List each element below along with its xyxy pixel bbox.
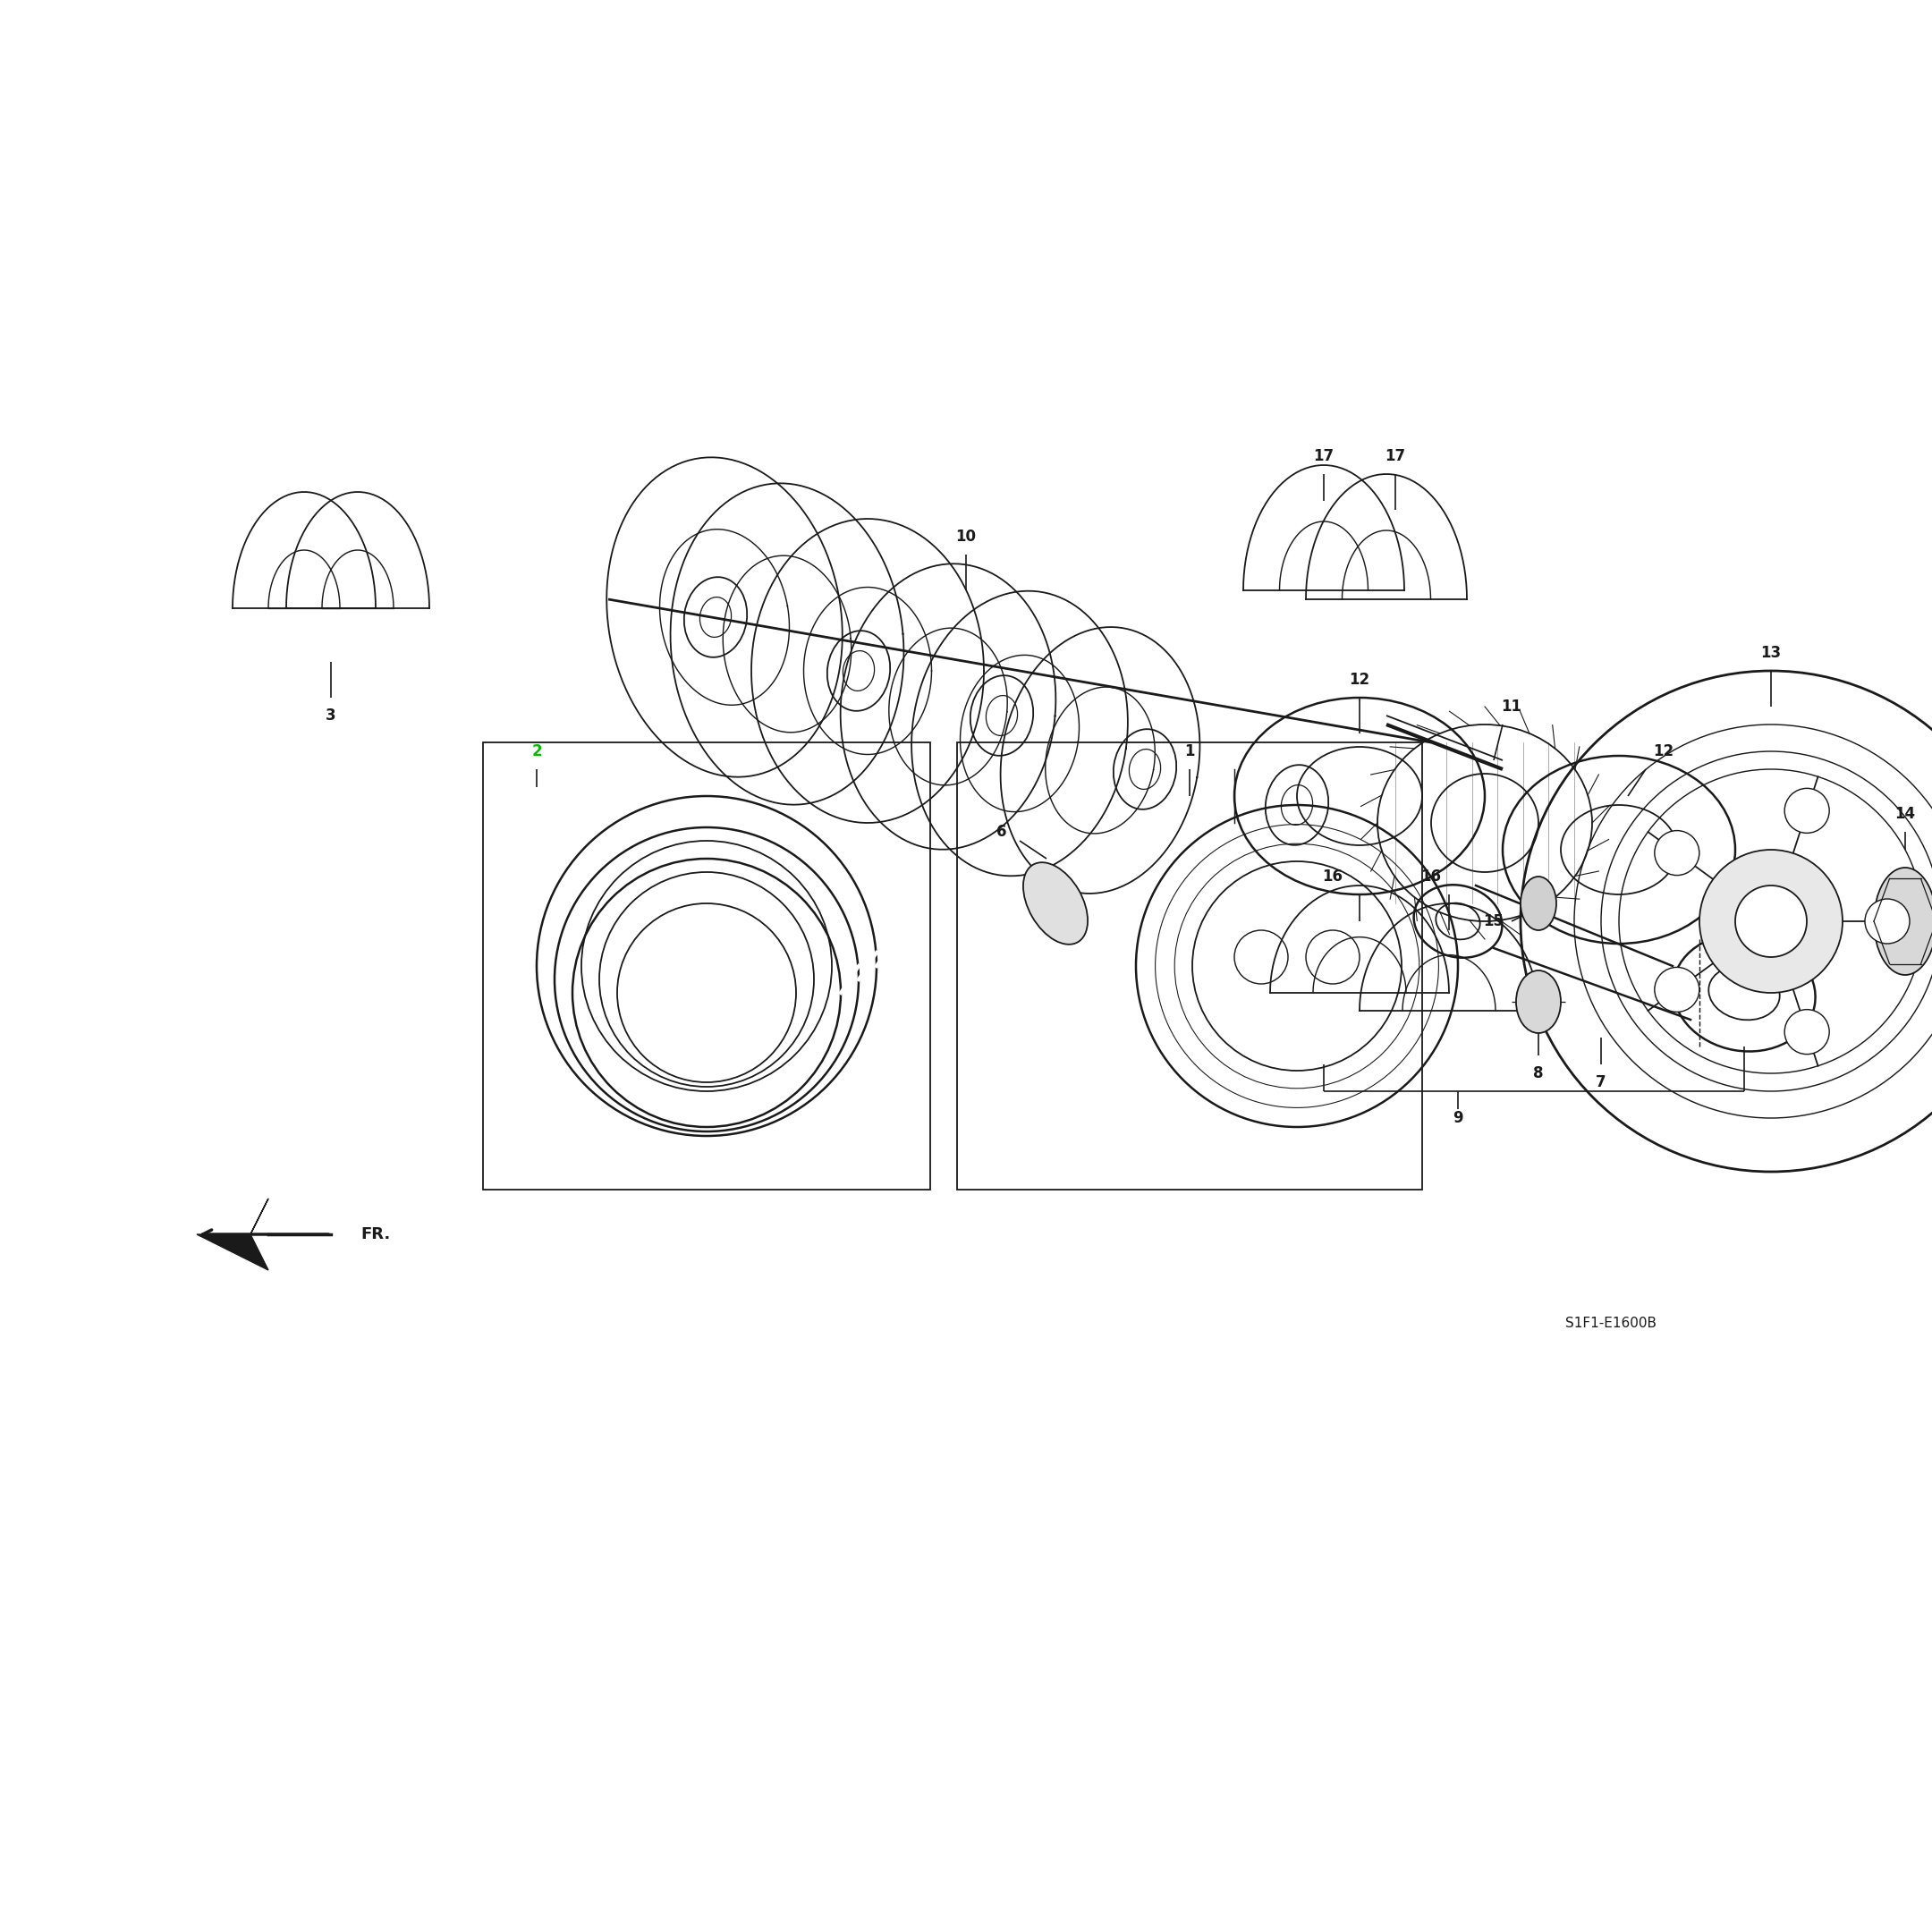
Text: 10: 10 bbox=[956, 529, 976, 545]
Text: S1F1-E1600B: S1F1-E1600B bbox=[1565, 1318, 1656, 1331]
Bar bbox=[483, 742, 929, 1190]
Text: 16: 16 bbox=[1420, 869, 1441, 885]
Circle shape bbox=[1654, 831, 1700, 875]
Ellipse shape bbox=[1520, 877, 1557, 929]
Text: 9: 9 bbox=[1453, 1111, 1463, 1126]
Text: 17: 17 bbox=[1314, 448, 1335, 464]
Bar bbox=[956, 742, 1422, 1190]
Circle shape bbox=[1654, 968, 1700, 1012]
Text: 11: 11 bbox=[1501, 699, 1522, 715]
Circle shape bbox=[1700, 850, 1843, 993]
Text: 2: 2 bbox=[531, 744, 541, 759]
Circle shape bbox=[1864, 898, 1909, 943]
Ellipse shape bbox=[1874, 867, 1932, 976]
Text: 6: 6 bbox=[997, 823, 1007, 840]
Circle shape bbox=[1785, 788, 1830, 833]
Circle shape bbox=[1735, 885, 1806, 956]
Text: 12: 12 bbox=[1349, 672, 1370, 688]
Ellipse shape bbox=[1024, 862, 1088, 945]
Text: 13: 13 bbox=[1760, 645, 1781, 661]
Text: 14: 14 bbox=[1895, 806, 1915, 821]
Circle shape bbox=[1785, 1010, 1830, 1055]
Text: 16: 16 bbox=[1321, 869, 1343, 885]
Ellipse shape bbox=[1517, 970, 1561, 1034]
Text: 3: 3 bbox=[327, 707, 336, 724]
Text: 8: 8 bbox=[1534, 1065, 1544, 1082]
Text: 1: 1 bbox=[1184, 744, 1194, 759]
Text: 12: 12 bbox=[1654, 744, 1673, 759]
Text: 15: 15 bbox=[1484, 914, 1503, 929]
Text: 7: 7 bbox=[1596, 1074, 1605, 1090]
Text: 17: 17 bbox=[1385, 448, 1406, 464]
Text: FR.: FR. bbox=[361, 1227, 390, 1242]
Polygon shape bbox=[197, 1198, 269, 1269]
